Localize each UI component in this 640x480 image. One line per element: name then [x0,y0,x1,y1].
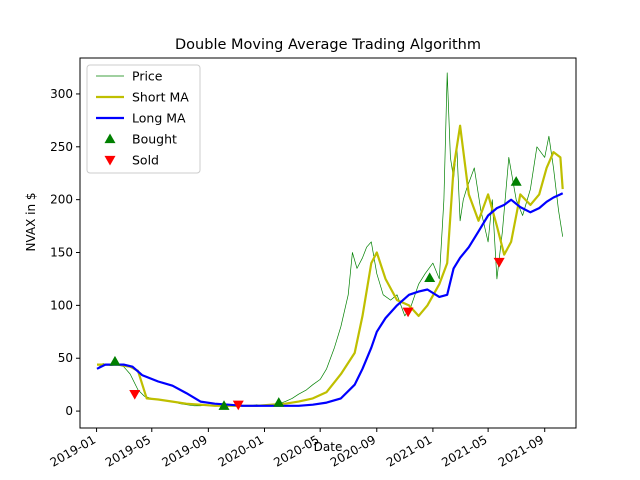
bought-marker [109,355,121,366]
x-axis-title: Date [314,440,343,454]
legend-label-short-ma: Short MA [132,90,189,105]
y-tick-label: 200 [50,193,73,207]
sold-marker [493,257,505,268]
y-axis-title: NVAX in $ [24,192,38,251]
bought-marker [510,176,522,186]
legend-label-sold: Sold [132,153,159,168]
y-tick-label: 100 [50,298,73,312]
plot-frame [79,57,577,429]
series-line-long-ma [96,192,564,407]
bought-marker [424,272,436,283]
bought-marker [218,400,230,410]
legend-label-bought: Bought [132,132,177,147]
sold-marker [232,400,244,411]
y-tick-label: 150 [50,246,73,260]
sold-marker [402,307,414,318]
legend-label-long-ma: Long MA [132,111,186,126]
legend: Price Short MA Long MA Bought Sold [86,64,201,174]
chart-title: Double Moving Average Trading Algorithm [175,37,481,53]
y-tick-label: 50 [58,351,73,365]
sold-marker [129,390,141,400]
y-tick-label: 0 [65,404,73,418]
legend-box [86,64,201,174]
legend-swatch-sold [104,155,116,166]
series-line-short-ma [97,124,564,407]
y-tick-label: 300 [50,87,73,101]
plot-area [79,57,577,429]
legend-swatch-bought [104,133,116,144]
y-axis: 0 50 100 150 200 250 300 [50,87,80,418]
y-tick-label: 250 [50,140,73,154]
bought-marker [273,397,285,407]
legend-label-price: Price [132,69,163,84]
